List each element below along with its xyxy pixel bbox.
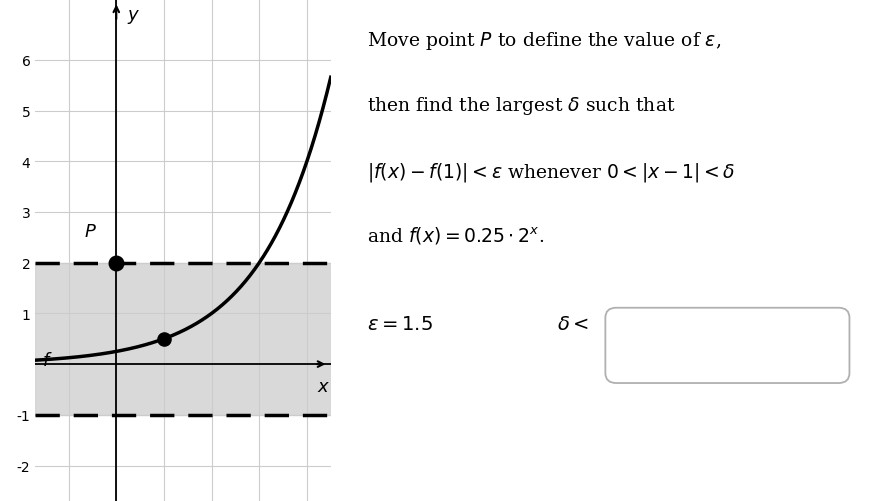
Point xyxy=(157,335,171,343)
Bar xyxy=(35,263,331,415)
Text: then find the largest $\delta$ such that: then find the largest $\delta$ such that xyxy=(367,95,676,117)
Point xyxy=(109,259,123,267)
Text: $f$: $f$ xyxy=(41,351,53,369)
Text: $y$: $y$ xyxy=(127,8,140,26)
Text: Move point $P$ to define the value of $\varepsilon$,: Move point $P$ to define the value of $\… xyxy=(367,30,721,52)
Text: $P$: $P$ xyxy=(84,222,96,240)
FancyBboxPatch shape xyxy=(605,308,849,383)
Text: $|f(x) - f(1)| < \varepsilon$ whenever $0 < |x - 1| < \delta$: $|f(x) - f(1)| < \varepsilon$ whenever $… xyxy=(367,160,736,183)
Text: $\varepsilon = 1.5$: $\varepsilon = 1.5$ xyxy=(367,316,432,334)
Text: $\delta <$: $\delta <$ xyxy=(557,316,588,334)
Text: and $f(x) = 0.25 \cdot 2^{x}$.: and $f(x) = 0.25 \cdot 2^{x}$. xyxy=(367,225,544,247)
Text: $x$: $x$ xyxy=(317,377,330,395)
